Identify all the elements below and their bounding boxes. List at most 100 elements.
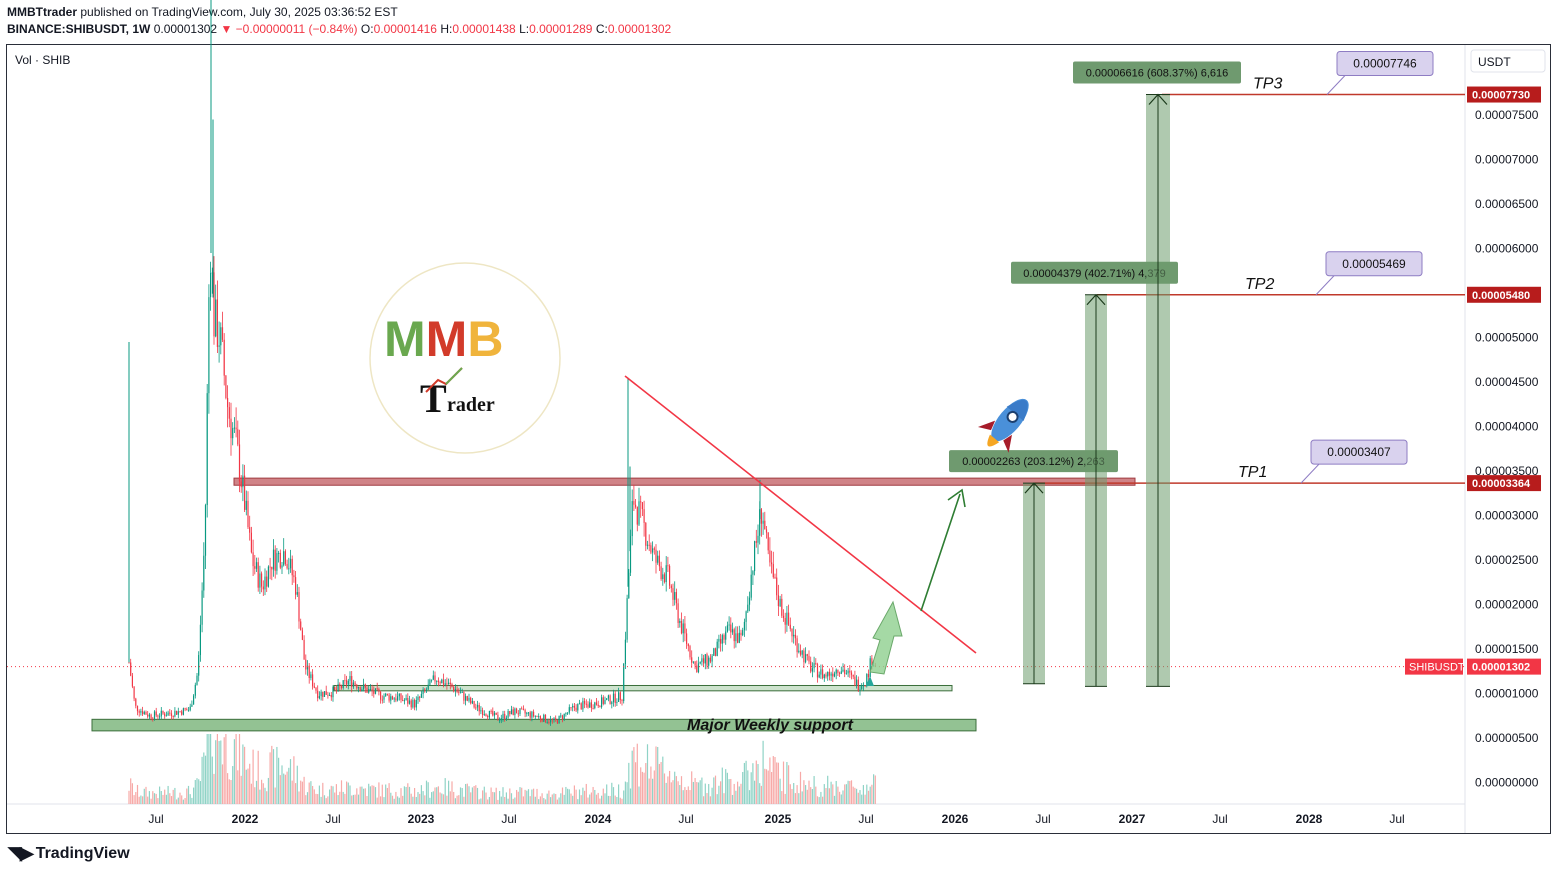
volume-bar [740,783,742,804]
volume-bar [835,781,837,804]
volume-bar [563,794,565,804]
candle-body [737,633,739,643]
volume-bar [553,793,555,804]
candle-body [799,650,802,655]
candle-body [201,590,203,625]
volume-bar [618,784,620,804]
candle-body [502,713,504,719]
candle-body [424,689,426,691]
author-name[interactable]: MMBTtrader [7,5,78,19]
candle-body [611,702,613,704]
volume-bar [636,743,638,804]
candle-body [854,676,856,686]
volume-bar [167,785,169,804]
volume-bar [810,787,812,804]
candle-body [261,573,263,587]
candle-body [837,669,839,673]
time-axis[interactable]: Jul 2022 Jul 2023 Jul 2024 Jul 2025 Jul 2026 Jul 20… [148,812,1404,826]
volume-bar [771,772,773,804]
volume-bar [777,762,779,804]
candle-body [329,694,331,696]
candle-body [240,481,242,488]
volume-bar [849,781,851,804]
volume-bar [718,785,720,804]
candle-body [672,588,674,600]
volume-bars [128,734,876,804]
price-callout[interactable] [1310,439,1408,465]
volume-bar [584,790,586,804]
volume-bar [279,775,281,804]
candle-body [325,691,327,695]
candle-body [235,427,237,430]
candle-body [227,397,229,408]
candle-body [718,638,720,642]
candle-body [446,683,448,685]
volume-bar [818,797,820,804]
volume-bar [181,795,183,804]
candle-body [590,702,592,709]
volume-bar [242,744,244,804]
candle-body [691,657,693,663]
candle-body [417,696,419,700]
chart-frame[interactable] [6,44,1551,834]
candle-body [867,673,870,678]
volume-bar [228,779,230,804]
tradingview-footer[interactable]: ◥▶ TradingView [8,843,130,864]
open-label: O: [360,22,374,36]
volume-bar [799,771,802,804]
price-callout[interactable] [1336,51,1434,77]
volume-bar [223,737,225,804]
volume-bar [828,788,830,804]
volume-bar [250,783,252,804]
price-axis[interactable]: 0.00007500 0.00007000 0.00006500 0.00006000… [1405,86,1541,790]
volume-bar [706,793,708,804]
candle-body [684,623,686,634]
volume-bar [720,781,722,804]
candle-body [764,520,766,530]
rocket-icon [977,398,1029,453]
price-callout[interactable] [1325,251,1423,277]
candle-body [281,565,283,568]
volume-bar [252,749,254,804]
volume-bar [839,791,841,804]
volume-bar [383,797,385,804]
currency-button[interactable] [1470,49,1546,73]
volume-bar [160,791,162,804]
volume-bar [660,762,662,804]
candle-body [745,611,747,622]
volume-bar [628,762,630,804]
candle-body [726,625,728,632]
volume-bar [281,765,283,804]
candle-body [330,694,332,698]
volume-bar [349,785,351,804]
projection-arrow[interactable] [920,493,961,612]
volume-bar [541,793,543,804]
candle-body [407,698,409,704]
candle-body [679,620,681,623]
candle-body [750,574,752,598]
volume-bar [674,771,676,804]
symbol-info: BINANCE:SHIBUSDT, 1W 0.00001302 ▼ −0.000… [7,22,671,36]
candle-body [658,555,660,567]
volume-bar [869,786,871,804]
volume-bar [850,780,853,804]
volume-bar [762,740,764,804]
volume-bar [347,782,349,804]
volume-bar [862,785,864,804]
candle-body [682,623,684,634]
candle-body [274,549,276,571]
volume-bar [194,780,196,804]
volume-bar [165,794,167,804]
support-zone [91,718,977,732]
volume-bar [136,784,139,804]
volume-bar [805,785,807,804]
candle-body [437,680,439,683]
volume-bar [662,756,664,804]
candle-body [471,700,473,704]
volume-bar [597,792,599,804]
descending-trendline[interactable] [624,375,977,654]
x-tick-label: Jul [1212,812,1227,826]
volume-bar [346,781,348,804]
volume-bar [502,787,504,804]
